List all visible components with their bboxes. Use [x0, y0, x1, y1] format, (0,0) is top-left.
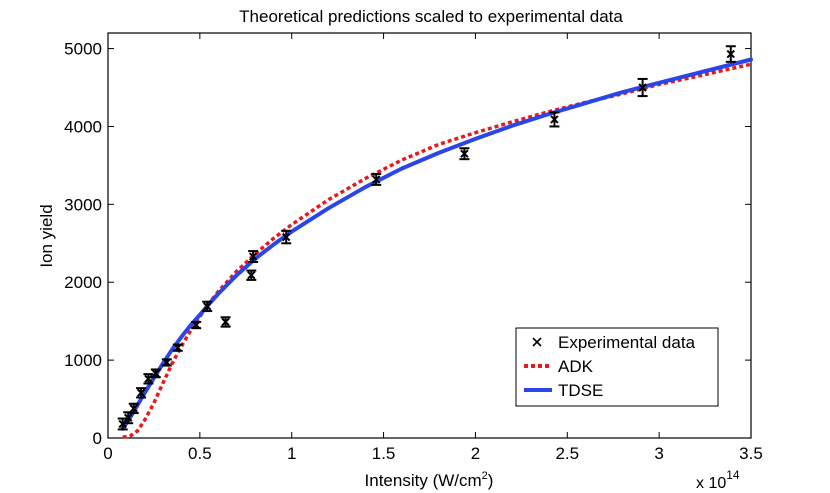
data-marker	[372, 175, 381, 184]
legend-label: ADK	[558, 357, 594, 376]
x-axis: 0 0.5 1 1.5 2 2.5 3 3.5	[103, 33, 763, 463]
data-point	[248, 250, 259, 263]
y-tick-label: 4000	[64, 117, 102, 136]
x-axis-label-text: Intensity (W/cm	[365, 471, 482, 490]
data-point	[191, 320, 202, 330]
data-marker	[202, 302, 212, 311]
data-point	[202, 300, 213, 313]
data-marker	[151, 369, 160, 378]
data-marker	[173, 343, 183, 352]
legend: Experimental data ADK TDSE	[515, 327, 719, 407]
data-marker	[281, 232, 291, 242]
data-point	[150, 368, 161, 379]
data-point	[281, 229, 292, 245]
data-point	[172, 343, 183, 352]
data-point	[637, 77, 648, 98]
data-point	[128, 402, 139, 415]
x-tick-label: 1	[287, 444, 296, 463]
data-marker	[248, 252, 258, 261]
y-tick-label: 2000	[64, 273, 102, 292]
data-marker	[726, 49, 735, 59]
x-axis-label-superscript: 2	[482, 470, 488, 482]
data-point	[371, 172, 382, 186]
y-axis: 0 1000 2000 3000 4000 5000	[64, 40, 751, 448]
legend-label: Experimental data	[558, 333, 696, 352]
x-axis-label: Intensity (W/cm2)	[365, 470, 494, 490]
data-marker	[162, 358, 171, 367]
data-marker	[550, 115, 559, 124]
data-point	[143, 373, 154, 385]
data-point	[459, 147, 470, 161]
data-point	[220, 316, 231, 328]
legend-marker-experimental	[532, 337, 542, 347]
x-axis-multiplier-base: x 10	[696, 475, 726, 492]
x-axis-multiplier-exponent: 14	[726, 468, 740, 482]
data-marker	[638, 83, 647, 92]
data-point	[549, 111, 560, 128]
x-tick-label: 2	[471, 444, 480, 463]
x-tick-label: 0.5	[188, 444, 212, 463]
y-tick-label: 3000	[64, 195, 102, 214]
data-marker	[144, 374, 153, 384]
data-point	[725, 45, 736, 63]
legend-box	[515, 327, 719, 407]
series-layer	[117, 45, 753, 439]
x-axis-multiplier: x 1014	[696, 468, 740, 492]
x-tick-label: 0	[103, 444, 112, 463]
data-point	[136, 387, 147, 399]
x-tick-label: 2.5	[555, 444, 579, 463]
data-marker	[460, 149, 469, 158]
x-tick-label: 3	[654, 444, 663, 463]
data-marker	[129, 404, 138, 413]
data-point	[246, 269, 257, 281]
data-marker	[124, 413, 133, 422]
x-axis-label-end: )	[488, 471, 494, 490]
data-marker	[118, 419, 127, 429]
data-marker	[221, 317, 230, 327]
x-tick-label: 1.5	[372, 444, 396, 463]
y-tick-label: 5000	[64, 40, 102, 59]
data-marker	[136, 388, 146, 398]
y-tick-label: 0	[93, 429, 102, 448]
x-tick-label: 3.5	[739, 444, 763, 463]
data-point	[161, 358, 172, 367]
y-tick-label: 1000	[64, 351, 102, 370]
y-axis-label: Ion yield	[37, 204, 56, 267]
legend-label: TDSE	[558, 381, 603, 400]
data-marker	[191, 320, 201, 330]
data-marker	[247, 271, 256, 280]
chart-title: Theoretical predictions scaled to experi…	[239, 7, 623, 26]
